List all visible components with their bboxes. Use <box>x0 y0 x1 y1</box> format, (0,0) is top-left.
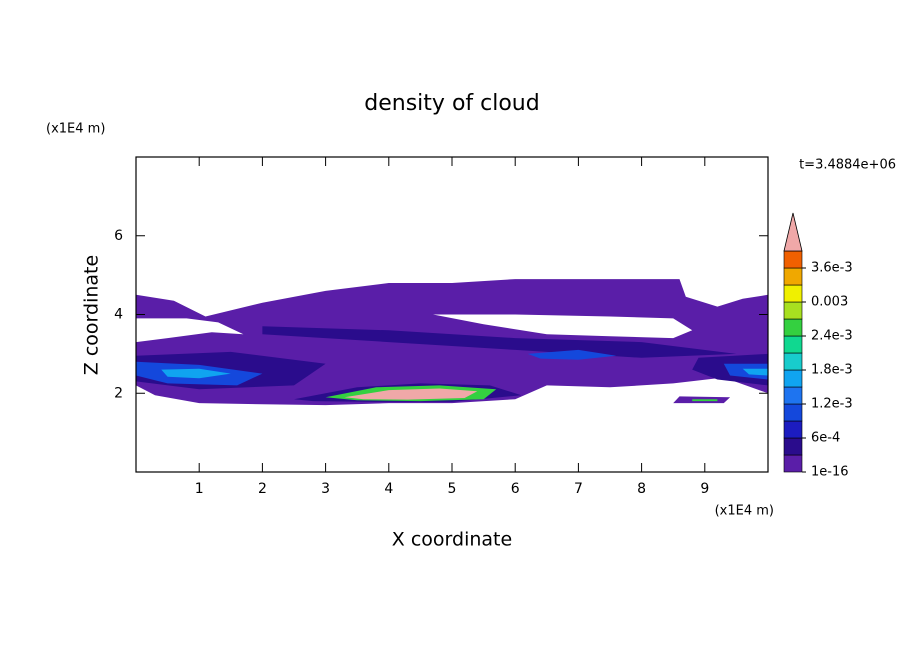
colorbar-tick-label: 0.003 <box>811 295 848 310</box>
contour-region <box>692 399 718 402</box>
x-tick-label: 6 <box>511 481 520 497</box>
colorbar-tick-label: 3.6e-3 <box>811 261 853 276</box>
colorbar-band <box>783 386 803 405</box>
x-tick-label: 7 <box>574 481 583 497</box>
contour-region <box>262 326 737 358</box>
colorbar-tick-label: 6e-4 <box>811 431 840 446</box>
time-label: t=3.4884e+06 <box>799 158 896 173</box>
colorbar-band <box>783 437 803 456</box>
contour-region <box>344 388 478 400</box>
colorbar-band <box>783 267 803 286</box>
colorbar-band <box>783 403 803 422</box>
colorbar-band <box>783 284 803 303</box>
y-tick-label: 4 <box>114 307 123 323</box>
chart-title: density of cloud <box>364 91 539 116</box>
x-tick-label: 1 <box>195 481 204 497</box>
colorbar-tick-label: 1e-16 <box>811 465 849 480</box>
y-tick-label: 2 <box>114 385 123 401</box>
colorbar-band <box>783 335 803 354</box>
y-axis-label: Z coordinate <box>81 255 103 375</box>
contour-region <box>527 349 617 360</box>
x-tick-label: 4 <box>384 481 393 497</box>
colorbar-band <box>783 352 803 371</box>
x-tick-label: 8 <box>637 481 646 497</box>
colorbar-band <box>783 301 803 320</box>
colorbar-band <box>783 250 803 269</box>
colorbar-tick-label: 2.4e-3 <box>811 329 853 344</box>
colorbar-band <box>783 420 803 439</box>
colorbar-band <box>783 454 803 473</box>
colorbar-tick-label: 1.2e-3 <box>811 397 853 412</box>
colorbar-tick-label: 1.8e-3 <box>811 363 853 378</box>
x-axis-label: X coordinate <box>392 529 512 551</box>
y-unit: (x1E4 m) <box>46 122 105 137</box>
colorbar-overflow <box>783 212 803 252</box>
x-tick-label: 5 <box>448 481 457 497</box>
y-tick-label: 6 <box>114 228 123 244</box>
colorbar-band <box>783 369 803 388</box>
contour-region <box>742 368 768 376</box>
x-tick-label: 2 <box>258 481 267 497</box>
x-tick-label: 9 <box>700 481 709 497</box>
x-tick-label: 3 <box>321 481 330 497</box>
x-unit: (x1E4 m) <box>715 504 774 519</box>
colorbar-band <box>783 318 803 337</box>
contour-region <box>161 368 231 379</box>
